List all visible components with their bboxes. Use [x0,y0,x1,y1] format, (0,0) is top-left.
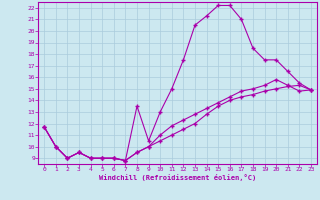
X-axis label: Windchill (Refroidissement éolien,°C): Windchill (Refroidissement éolien,°C) [99,174,256,181]
